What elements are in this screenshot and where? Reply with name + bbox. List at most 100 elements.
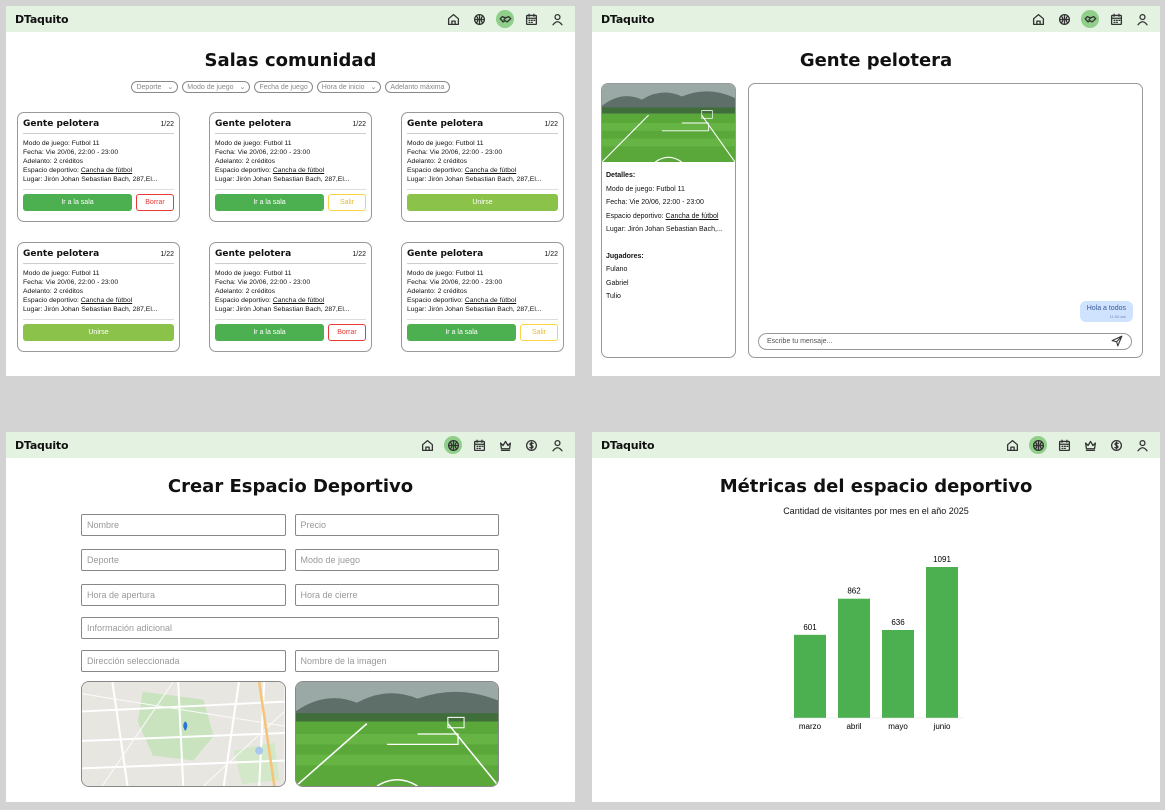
card-header: Gente pelotera 1/22 [215,249,366,264]
calendar-icon[interactable] [1107,10,1125,28]
user-icon[interactable] [548,10,566,28]
espacio-link[interactable]: Cancha de fútbol [272,297,325,304]
card-actions: Ir a la sala Salir [407,319,558,341]
home-icon[interactable] [418,436,436,454]
leave-button[interactable]: Salir [328,194,366,211]
filter-modo[interactable]: Modo de juego ⌄ [182,81,251,93]
ball-icon[interactable] [1055,10,1073,28]
location-map[interactable] [81,681,286,787]
espacio-link[interactable]: Cancha de fútbol [665,212,719,220]
calendar-icon[interactable] [522,10,540,28]
ball-icon[interactable] [470,10,488,28]
chevron-down-icon: ⌄ [370,84,377,91]
room-adelanto: Adelanto: 2 créditos [215,288,276,295]
join-button[interactable]: Unirse [23,324,174,341]
precio-field[interactable]: Precio [294,514,499,536]
nav-icons [418,436,566,454]
user-icon[interactable] [548,436,566,454]
page-title: Salas comunidad [204,50,377,71]
room-lugar: Lugar: Jirón Johan Sebastian Bach, 287,E… [23,306,158,313]
espacio-link[interactable]: Cancha de fútbol [80,167,133,174]
go-to-room-button[interactable]: Ir a la sala [215,194,324,211]
top-navbar: DTaquito [6,6,575,32]
imagen-field[interactable]: Nombre de la imagen [294,650,499,672]
room-adelanto: Adelanto: 2 créditos [407,158,468,165]
delete-button[interactable]: Borrar [328,324,366,341]
chevron-down-icon: ⌄ [239,84,246,91]
card-actions: Ir a la sala Borrar [215,319,366,341]
user-icon[interactable] [1133,436,1151,454]
info-field[interactable]: Información adicional [81,617,499,639]
filter-fecha[interactable]: Fecha de juego [254,81,313,93]
chart-title: Cantidad de visitantes por mes en el año… [783,506,969,516]
calendar-icon[interactable] [1055,436,1073,454]
go-to-room-button[interactable]: Ir a la sala [215,324,324,341]
player-count: 1/22 [544,250,558,258]
join-button[interactable]: Unirse [407,194,558,211]
card-actions: Unirse [23,319,174,341]
filter-adelanto[interactable]: Adelanto máxima [385,81,450,93]
dollar-icon[interactable] [522,436,540,454]
crown-icon[interactable] [1081,436,1099,454]
room-modo: Modo de juego: Futbol 11 [215,140,292,147]
delete-button[interactable]: Borrar [136,194,174,211]
room-modo: Modo de juego: Futbol 11 [23,140,100,147]
room-details-panel: Detalles: Modo de juego: Futbol 11 Fecha… [601,83,736,358]
direccion-field[interactable]: Dirección seleccionada [81,650,286,672]
cierre-field[interactable]: Hora de cierre [294,584,499,606]
espacio-link[interactable]: Cancha de fútbol [464,167,517,174]
handshake-icon[interactable] [1081,10,1099,28]
category-label: mayo [888,722,908,731]
home-icon[interactable] [444,10,462,28]
apertura-field[interactable]: Hora de apertura [81,584,286,606]
espacio-link[interactable]: Cancha de fútbol [80,297,133,304]
home-icon[interactable] [1029,10,1047,28]
card-header: Gente pelotera 1/22 [23,249,174,264]
room-name: Gente pelotera [407,119,484,129]
player-count: 1/22 [160,250,174,258]
room-fecha: Fecha: Vie 20/06, 22:00 - 23:00 [407,279,503,286]
card-header: Gente pelotera 1/22 [407,119,558,134]
espacio-link[interactable]: Cancha de fútbol [272,167,325,174]
send-icon[interactable] [1111,335,1123,349]
bar-mayo [882,629,914,718]
filter-deporte[interactable]: Deporte ⌄ [131,81,179,93]
brand-logo[interactable]: DTaquito [601,12,655,26]
chat-panel: Hola a todos 11:00 am Escribe tu mensaje… [748,83,1143,358]
dollar-icon[interactable] [1107,436,1125,454]
go-to-room-button[interactable]: Ir a la sala [407,324,516,341]
card-actions: Unirse [407,189,558,211]
category-label: abril [846,722,861,731]
page-title: Crear Espacio Deportivo [167,476,414,497]
calendar-icon[interactable] [470,436,488,454]
leave-button[interactable]: Salir [520,324,558,341]
detail-fecha: Fecha: Vie 20/06, 22:00 - 23:00 [606,199,704,206]
user-icon[interactable] [1133,10,1151,28]
home-icon[interactable] [1003,436,1021,454]
deporte-field[interactable]: Deporte [81,549,286,571]
nombre-field[interactable]: Nombre [81,514,286,536]
go-to-room-button[interactable]: Ir a la sala [23,194,132,211]
handshake-icon[interactable] [496,10,514,28]
detail-espacio: Espacio deportivo: Cancha de fútbol [606,212,719,220]
room-name: Gente pelotera [407,249,484,259]
brand-logo[interactable]: DTaquito [15,12,69,26]
ball-icon[interactable] [444,436,462,454]
room-name: Gente pelotera [215,119,292,129]
sala-chat-screen: DTaquito Gente pelotera Detalles: Modo d… [592,6,1160,376]
brand-logo[interactable]: DTaquito [601,438,655,452]
player-item: Fulano [606,266,628,273]
room-espacio: Espacio deportivo: Cancha de fútbol [407,297,517,304]
room-fecha: Fecha: Vie 20/06, 22:00 - 23:00 [23,149,119,156]
room-card: Gente pelotera 1/22 Modo de juego: Futbol … [209,112,372,222]
player-item: Gabriel [606,279,629,287]
brand-logo[interactable]: DTaquito [15,438,69,452]
ball-icon[interactable] [1029,436,1047,454]
category-label: marzo [799,722,822,731]
espacio-link[interactable]: Cancha de fútbol [464,297,517,304]
filter-hora[interactable]: Hora de inicio ⌄ [316,81,382,93]
room-lugar: Lugar: Jirón Johan Sebastian Bach, 287,E… [215,306,350,313]
crown-icon[interactable] [496,436,514,454]
message-input[interactable]: Escribe tu mensaje... [758,333,1132,350]
modo-field[interactable]: Modo de juego [294,549,499,571]
